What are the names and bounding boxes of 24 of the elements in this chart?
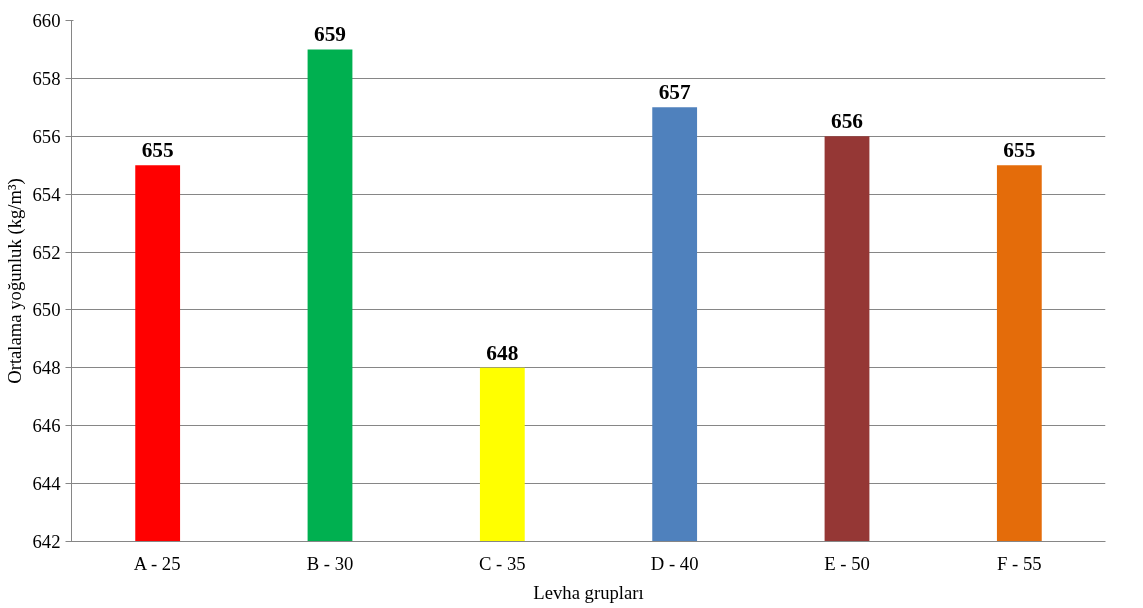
data-label: 648 [486, 340, 519, 365]
data-label: 657 [658, 80, 691, 105]
data-label: 655 [1003, 138, 1036, 163]
y-tick-label: 652 [32, 241, 61, 263]
x-tick-label: D - 40 [650, 552, 699, 574]
x-tick-label: B - 30 [306, 552, 354, 574]
y-tick-label: 648 [32, 357, 61, 379]
y-tick-label: 644 [32, 473, 62, 495]
x-tick-label: C - 35 [479, 552, 526, 574]
data-label: 659 [314, 22, 346, 47]
x-tick-label: E - 50 [824, 552, 870, 574]
y-axis-title: Ortalama yoğunluk (kg/m³) [3, 178, 26, 384]
y-tick-label: 654 [32, 183, 62, 205]
x-axis-title: Levha grupları [533, 581, 644, 603]
x-tick-label: A - 25 [133, 552, 181, 574]
data-label: 656 [831, 109, 864, 134]
y-tick-label: 658 [32, 67, 61, 89]
y-tick-label: 660 [32, 10, 61, 31]
y-tick-label: 656 [32, 125, 61, 147]
x-tick-label: F - 55 [997, 552, 1042, 574]
y-tick-label: 650 [32, 299, 61, 321]
y-tick-label: 642 [32, 531, 61, 552]
data-label: 655 [141, 138, 174, 163]
y-tick-label: 646 [32, 415, 61, 437]
